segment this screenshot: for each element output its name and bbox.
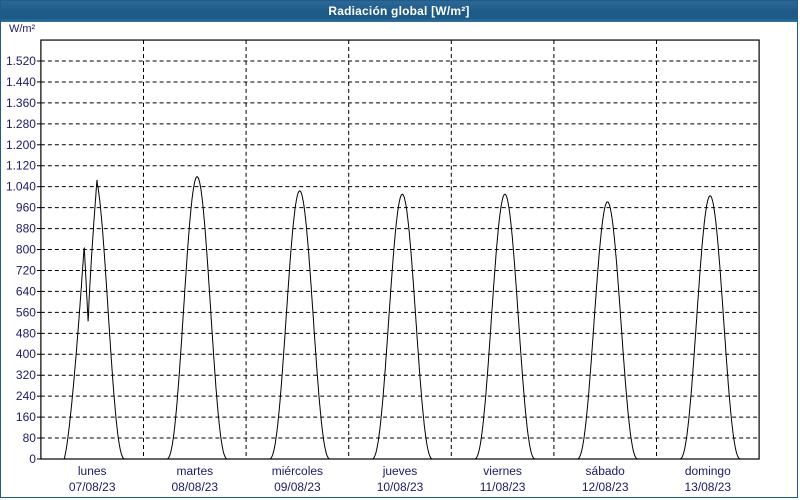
svg-text:480: 480	[16, 326, 36, 340]
svg-text:11/08/23: 11/08/23	[480, 480, 526, 494]
svg-text:1.440: 1.440	[6, 75, 36, 89]
svg-text:12/08/23: 12/08/23	[582, 480, 629, 494]
svg-text:1.040: 1.040	[6, 180, 36, 194]
svg-text:miércoles: miércoles	[272, 464, 323, 478]
svg-text:lunes: lunes	[78, 464, 107, 478]
svg-text:80: 80	[23, 431, 37, 445]
svg-text:domingo: domingo	[685, 464, 731, 478]
svg-text:W/m²: W/m²	[9, 23, 36, 35]
svg-text:jueves: jueves	[382, 464, 418, 478]
svg-text:640: 640	[16, 284, 36, 298]
svg-text:09/08/23: 09/08/23	[274, 480, 321, 494]
svg-text:160: 160	[16, 410, 36, 424]
svg-text:800: 800	[16, 243, 36, 257]
svg-text:07/08/23: 07/08/23	[69, 480, 116, 494]
svg-text:08/08/23: 08/08/23	[172, 480, 219, 494]
svg-text:1.360: 1.360	[6, 96, 36, 110]
svg-text:1.520: 1.520	[6, 54, 36, 68]
svg-text:1.280: 1.280	[6, 117, 36, 131]
svg-text:560: 560	[16, 305, 36, 319]
svg-text:1.200: 1.200	[6, 138, 36, 152]
svg-text:960: 960	[16, 201, 36, 215]
svg-text:sábado: sábado	[586, 464, 626, 478]
svg-text:viernes: viernes	[483, 464, 522, 478]
svg-text:1.120: 1.120	[6, 159, 36, 173]
svg-text:240: 240	[16, 389, 36, 403]
svg-text:13/08/23: 13/08/23	[685, 480, 732, 494]
svg-text:880: 880	[16, 222, 36, 236]
svg-text:10/08/23: 10/08/23	[377, 480, 424, 494]
svg-text:400: 400	[16, 347, 36, 361]
svg-text:martes: martes	[177, 464, 214, 478]
svg-text:320: 320	[16, 368, 36, 382]
svg-text:720: 720	[16, 263, 36, 277]
svg-text:0: 0	[29, 452, 36, 466]
